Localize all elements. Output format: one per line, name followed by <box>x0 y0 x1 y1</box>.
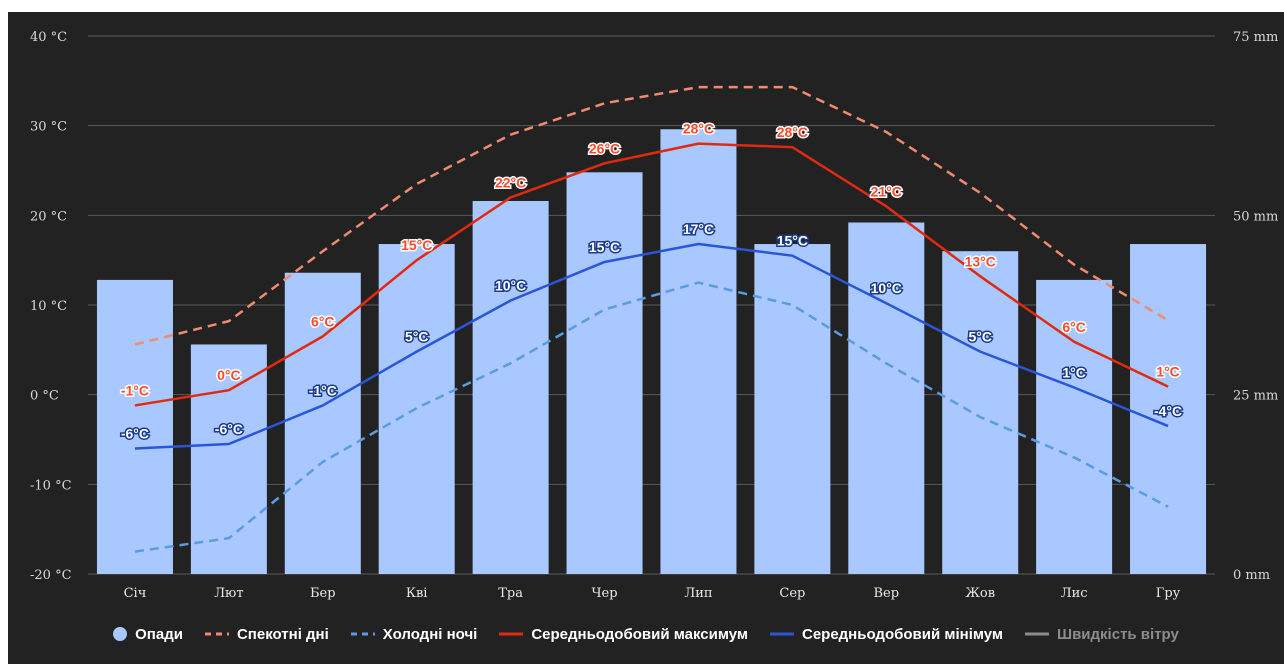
y-left-tick-label: 20 °C <box>30 209 67 224</box>
min-temp-label: 5°C <box>405 329 429 345</box>
y-left-tick-label: 40 °C <box>30 30 67 45</box>
legend-solid-line-icon <box>1025 632 1050 636</box>
legend-dashed-line-icon <box>350 632 375 636</box>
min-temp-label: -6°C <box>215 421 243 437</box>
max-temp-label: -1°C <box>121 382 149 398</box>
y-left-tick-label: 30 °C <box>30 120 67 135</box>
y-left-tick-label: 0 °C <box>30 389 59 404</box>
legend-item[interactable]: Опади <box>113 626 183 643</box>
min-temp-label: 5°C <box>968 329 992 345</box>
precipitation-bar <box>1130 244 1207 574</box>
min-temp-label: -4°C <box>1154 403 1182 419</box>
precipitation-bar <box>566 172 643 574</box>
min-temp-label: 17°C <box>683 221 714 237</box>
x-tick-label: Гру <box>1156 586 1181 601</box>
max-temp-label: 15°C <box>401 237 432 253</box>
max-temp-label: 6°C <box>1062 319 1086 335</box>
legend-item[interactable]: Середньодобовий мінімум <box>769 625 1004 643</box>
legend-item[interactable]: Спекотні дні <box>204 625 329 643</box>
precipitation-bar <box>284 272 361 574</box>
precipitation-bar <box>1036 279 1113 574</box>
y-right-tick-label: 75 mm <box>1233 30 1278 45</box>
precipitation-bar <box>190 344 267 574</box>
x-tick-label: Кві <box>406 586 428 601</box>
x-tick-label: Лют <box>214 586 243 601</box>
legend-label: Холодні ночі <box>382 625 478 643</box>
y-left-tick-label: -20 °C <box>30 568 72 583</box>
climate-chart: -20 °C -10 °C 0 °C 10 °C 20 °C 30 °C 40 °C 0 mm… <box>8 12 1284 664</box>
x-tick-label: Сер <box>779 586 805 601</box>
y-right-tick-label: 50 mm <box>1233 209 1278 224</box>
x-tick-label: Лис <box>1061 586 1088 601</box>
max-temp-label: 13°C <box>965 253 996 269</box>
max-temp-label: 28°C <box>683 121 714 137</box>
min-temp-label: 10°C <box>871 280 902 296</box>
max-temp-label: 21°C <box>871 183 902 199</box>
chart-canvas: -20 °C -10 °C 0 °C 10 °C 20 °C 30 °C 40 °C 0 mm… <box>30 30 1278 601</box>
x-tick-label: Тра <box>498 586 523 601</box>
cold-nights-line <box>134 281 1169 553</box>
precipitation-bar <box>660 129 737 574</box>
max-temp-label: 22°C <box>495 174 526 190</box>
legend-item[interactable]: Швидкість вітру <box>1025 626 1179 643</box>
avg-min-line <box>134 242 1169 450</box>
y-right-tick-label: 25 mm <box>1233 389 1278 404</box>
max-temp-label: 1°C <box>1156 364 1180 380</box>
max-temp-label: 6°C <box>311 313 335 329</box>
precipitation-bar <box>754 244 831 574</box>
x-tick-label: Січ <box>124 586 147 601</box>
chart-legend: Опади Спекотні дні Холодні ночі Середньодоб… <box>8 621 1284 647</box>
min-temp-label: 10°C <box>495 278 526 294</box>
precipitation-bar <box>848 222 925 575</box>
legend-label: Спекотні дні <box>236 625 329 643</box>
min-temp-label: 15°C <box>589 239 620 255</box>
x-tick-label: Жов <box>965 586 995 601</box>
legend-item[interactable]: Холодні ночі <box>350 625 478 643</box>
x-tick-label: Лип <box>684 586 712 601</box>
y-left-tick-label: 10 °C <box>30 299 67 314</box>
max-temp-label: 0°C <box>217 367 241 383</box>
min-temp-label: 1°C <box>1062 364 1086 380</box>
x-tick-label: Чер <box>592 586 618 601</box>
legend-label: Швидкість вітру <box>1057 625 1179 643</box>
legend-item[interactable]: Середньодобовий максимум <box>499 626 748 643</box>
avg-max-line <box>134 142 1169 407</box>
legend-solid-line-icon <box>499 632 524 636</box>
precipitation-bar <box>472 200 549 574</box>
max-temp-label: 26°C <box>589 140 620 156</box>
x-tick-label: Бер <box>310 586 336 601</box>
max-temp-label: 28°C <box>777 124 808 140</box>
legend-dot-icon <box>113 627 128 641</box>
y-left-tick-label: -10 °C <box>30 478 72 493</box>
legend-dashed-line-icon <box>204 632 229 636</box>
precipitation-bar <box>96 279 173 574</box>
y-right-tick-label: 0 mm <box>1233 568 1270 583</box>
legend-solid-line-icon <box>769 632 794 636</box>
legend-label: Середньодобовий мінімум <box>801 625 1004 643</box>
legend-label: Середньодобовий максимум <box>531 625 748 643</box>
x-tick-label: Вер <box>874 586 900 601</box>
precipitation-bar <box>942 251 1019 574</box>
min-temp-label: -6°C <box>121 425 149 441</box>
min-temp-label: -1°C <box>309 382 337 398</box>
legend-label: Опади <box>135 625 183 643</box>
min-temp-label: 15°C <box>777 233 808 249</box>
